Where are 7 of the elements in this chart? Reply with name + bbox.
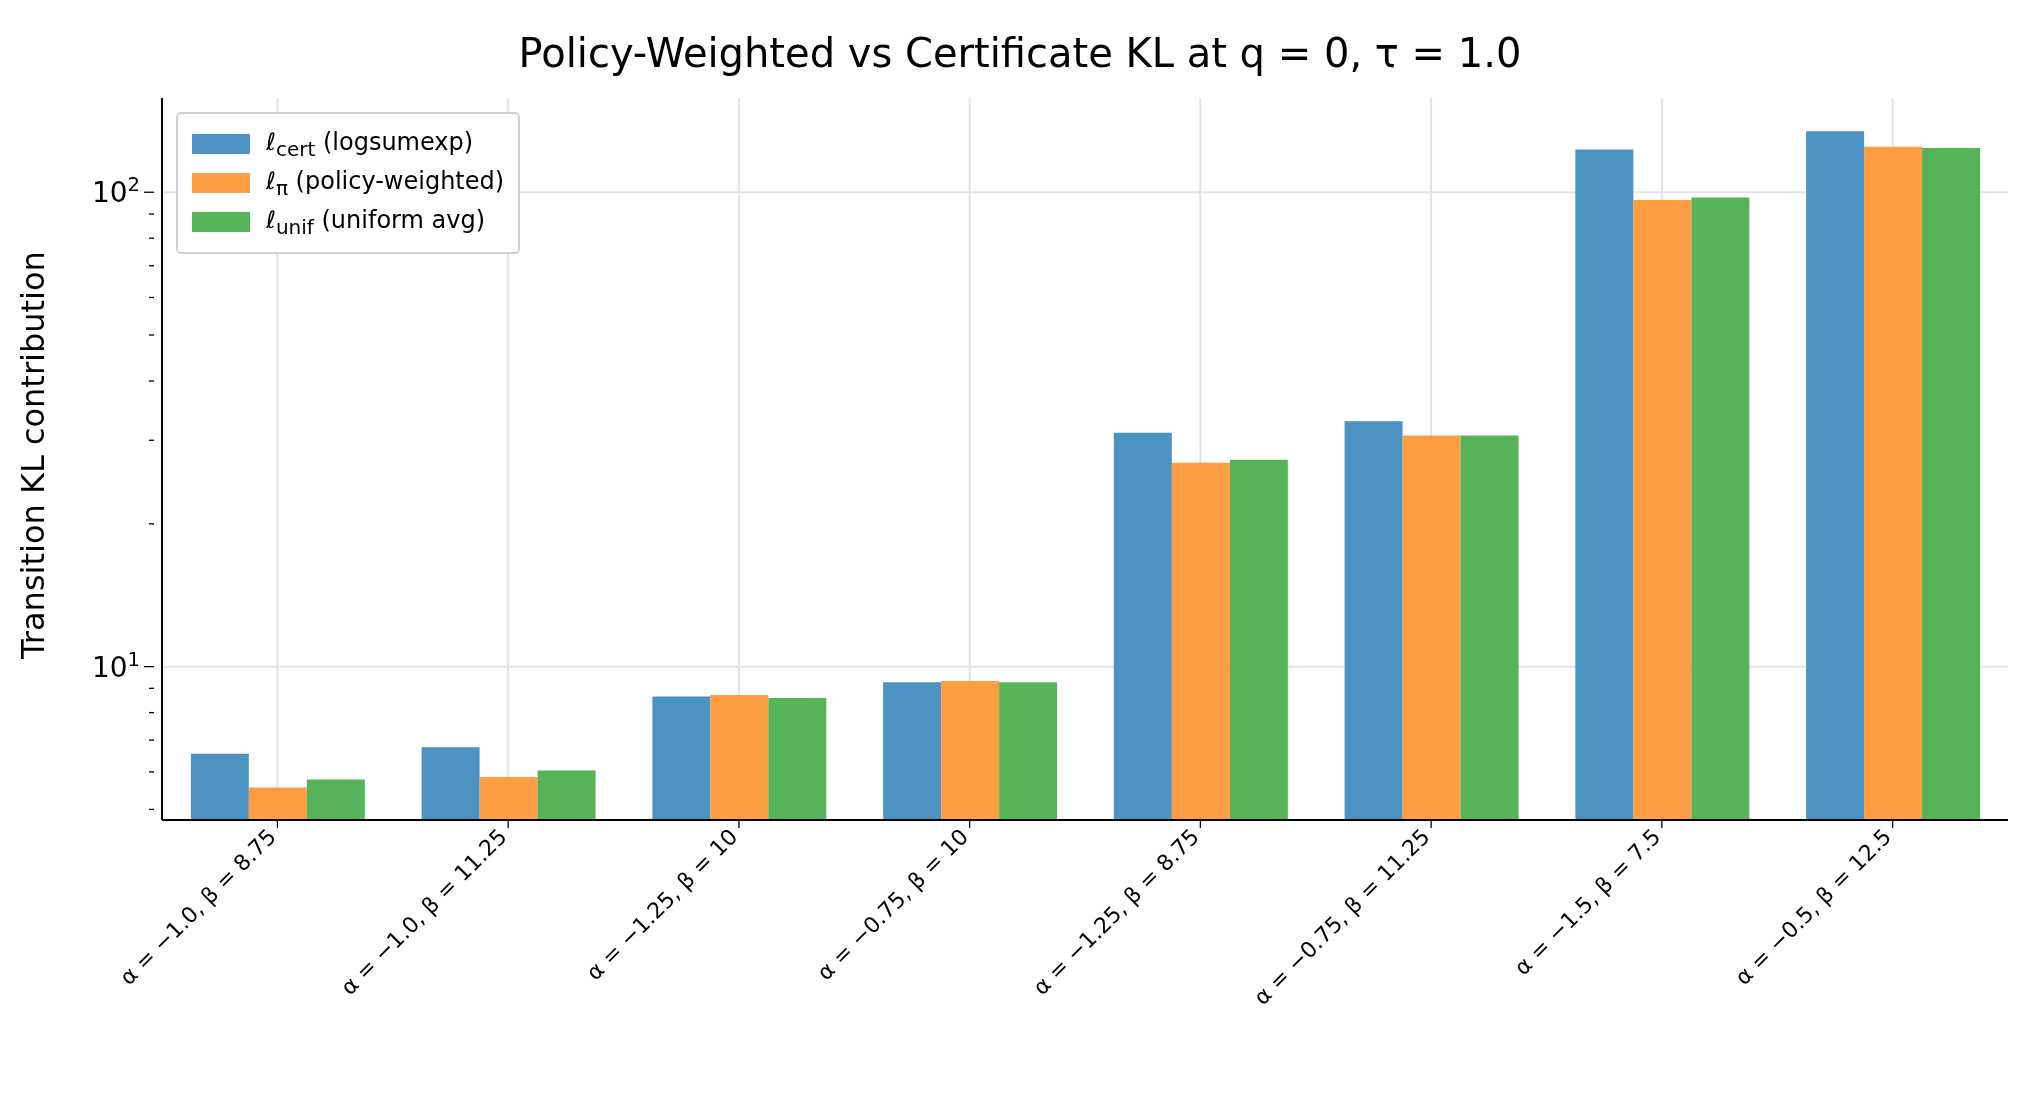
legend-label: ℓ$_{cert}$ (logsumexp): [266, 128, 474, 161]
y-tick-label: 10$^{1}$: [91, 647, 140, 684]
chart-title: Policy-Weighted vs Certificate KL at q = 0, τ = 1.0: [517, 30, 1523, 76]
y-axis-title: Transition KL contribution: [14, 251, 53, 660]
legend-label: ℓ$_{unif}$ (uniform avg): [266, 205, 486, 239]
legend-label: ℓ$_{π}$ (policy-weighted): [266, 166, 505, 200]
y-tick-label: 10$^{2}$: [91, 172, 140, 210]
